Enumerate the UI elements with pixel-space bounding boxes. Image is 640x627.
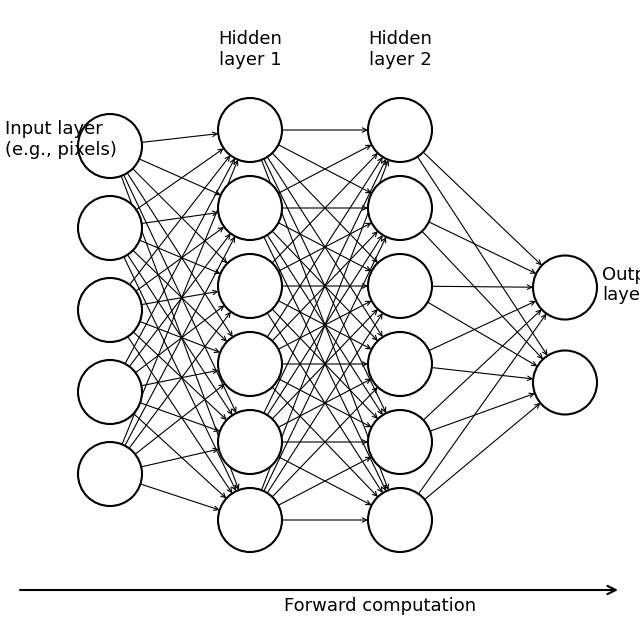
Circle shape (368, 176, 432, 240)
Circle shape (78, 442, 142, 506)
Circle shape (218, 488, 282, 552)
Text: Hidden
layer 2: Hidden layer 2 (368, 30, 432, 69)
Text: Output
layer: Output layer (602, 266, 640, 304)
Text: Hidden
layer 1: Hidden layer 1 (218, 30, 282, 69)
Circle shape (368, 254, 432, 318)
Circle shape (368, 410, 432, 474)
Circle shape (78, 114, 142, 178)
Circle shape (533, 255, 597, 320)
Circle shape (533, 350, 597, 414)
Circle shape (218, 254, 282, 318)
Circle shape (368, 488, 432, 552)
Circle shape (218, 98, 282, 162)
Circle shape (368, 332, 432, 396)
Circle shape (78, 360, 142, 424)
Circle shape (218, 176, 282, 240)
Text: Forward computation: Forward computation (284, 597, 476, 615)
Text: Input layer
(e.g., pixels): Input layer (e.g., pixels) (5, 120, 117, 159)
Circle shape (78, 196, 142, 260)
Circle shape (78, 278, 142, 342)
Circle shape (368, 98, 432, 162)
Circle shape (218, 410, 282, 474)
Circle shape (218, 332, 282, 396)
